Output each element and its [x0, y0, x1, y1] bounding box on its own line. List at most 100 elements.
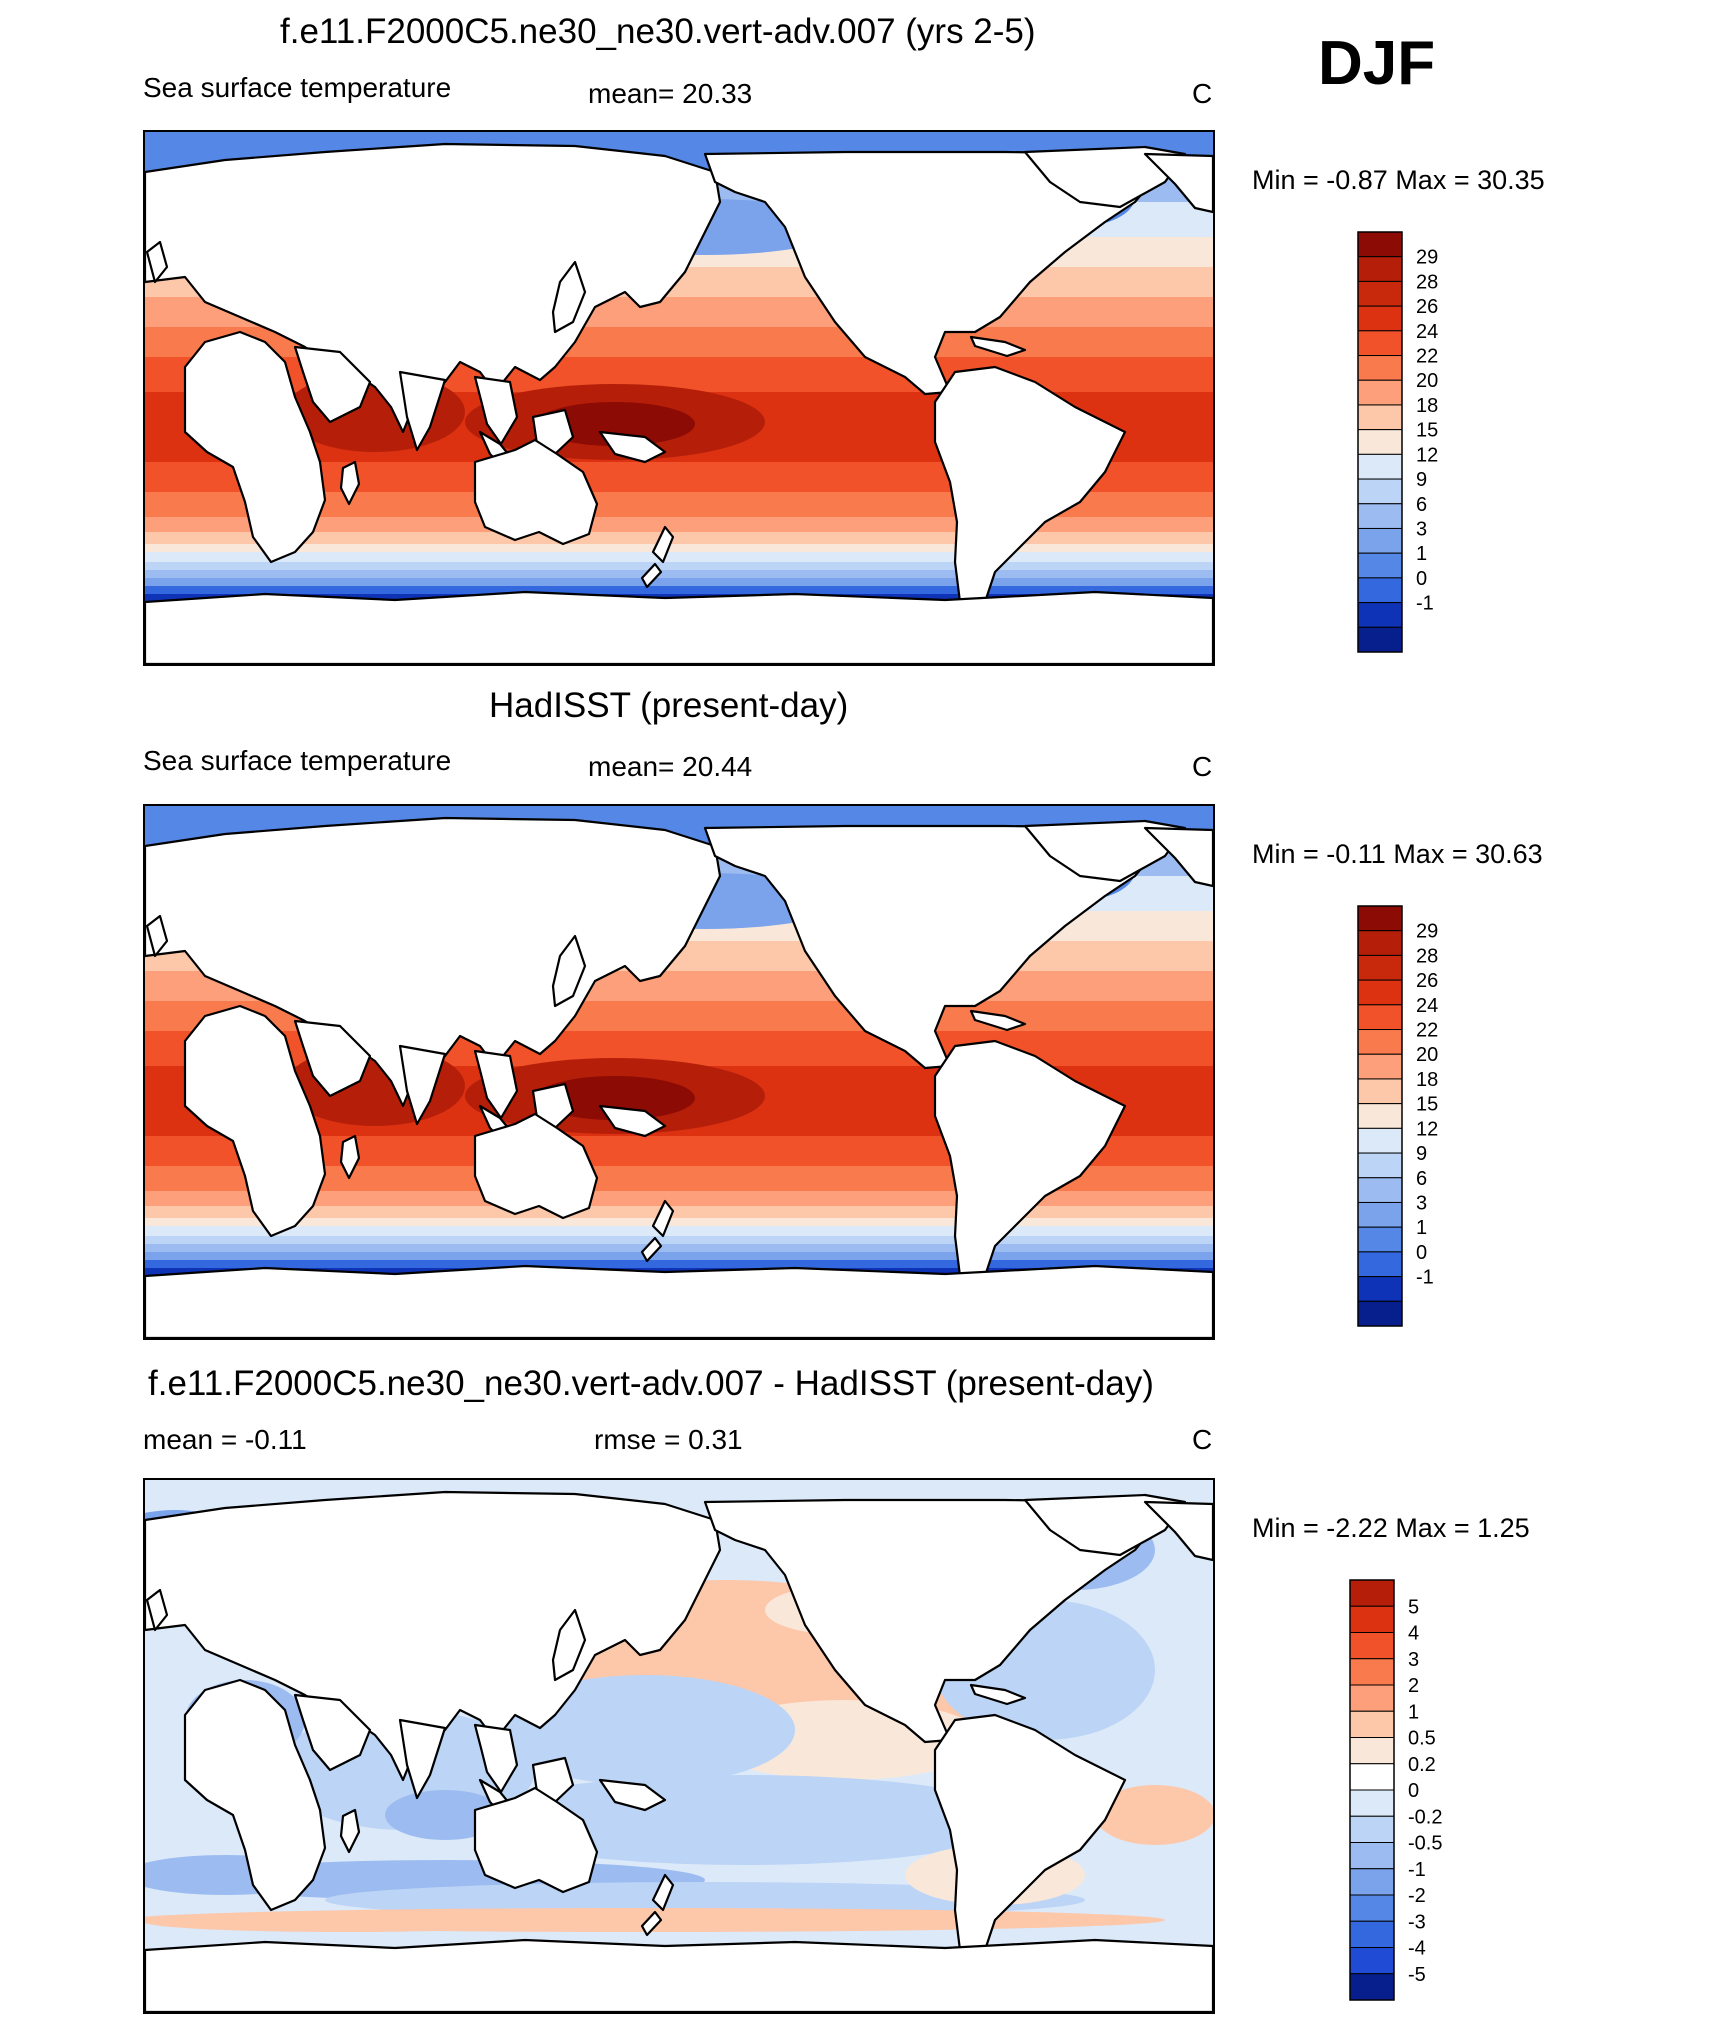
colorbar-swatch	[1349, 1763, 1395, 1791]
land-japan	[551, 260, 587, 334]
colorbar-swatch	[1357, 1152, 1403, 1179]
warm-pool-core	[535, 1076, 695, 1120]
colorbar-tick: 29	[1416, 921, 1438, 943]
map-svg	[145, 132, 1213, 664]
panel3-colorbar: 5 4 3 2 1 0.5 0.2 0 -0.2 -0.5 -1 -2 -3 -4 -5	[1349, 1579, 1460, 2015]
land-uk	[145, 240, 169, 284]
land-uk	[145, 914, 169, 958]
land-eurasia	[145, 816, 722, 1108]
colorbar-tick: -1	[1408, 1859, 1426, 1881]
colorbar-tick: 15	[1416, 1094, 1438, 1116]
land-newguinea	[598, 1104, 667, 1138]
land-borneo	[531, 408, 575, 456]
colorbar-tick: 12	[1416, 1118, 1438, 1140]
land-australia	[473, 438, 599, 546]
land-greenland	[1023, 145, 1187, 209]
colorbar-swatch	[1349, 1868, 1395, 1896]
colorbar-swatch	[1357, 602, 1403, 628]
colorbar-swatch	[1357, 1201, 1403, 1228]
colorbar-tick: 9	[1416, 469, 1427, 491]
panel1-units: C	[1192, 78, 1213, 109]
colorbar-swatch	[1349, 1632, 1395, 1660]
colorbar-tick: 1	[1416, 543, 1427, 565]
sst-band	[145, 1244, 1213, 1252]
colorbar-tick: 0	[1416, 1242, 1427, 1264]
land-antarctica	[145, 1264, 1213, 1338]
land-africa	[183, 330, 327, 564]
sst-band	[145, 586, 1213, 594]
colorbar-swatch	[1349, 1684, 1395, 1712]
panel1-minmax: Min = -0.87 Max = 30.35	[1252, 165, 1545, 195]
colorbar-swatch	[1349, 1737, 1395, 1765]
colorbar-swatch	[1357, 979, 1403, 1006]
land-caribbean	[969, 1009, 1027, 1032]
colorbar-swatch	[1357, 577, 1403, 604]
colorbar-frame	[1349, 1579, 1395, 2001]
colorbar-swatch	[1357, 280, 1403, 307]
diff-anomaly	[145, 1912, 545, 1932]
sst-band	[145, 1260, 1213, 1268]
panel2-minmax: Min = -0.11 Max = 30.63	[1252, 839, 1543, 869]
panel2-map	[143, 804, 1215, 1340]
land-africa	[183, 1004, 327, 1238]
colorbar-swatch	[1357, 1053, 1403, 1080]
land-uk	[145, 1588, 169, 1632]
colorbar-tick: 2	[1408, 1675, 1419, 1697]
colorbar-svg: 5 4 3 2 1 0.5 0.2 0 -0.2 -0.5 -1 -2 -3 -4 -5	[1349, 1579, 1442, 2001]
colorbar-tick: -1	[1416, 593, 1434, 615]
panel1-mean-label: mean= 20.33	[588, 78, 753, 109]
colorbar-tick: 24	[1416, 321, 1438, 343]
colorbar-tick: 3	[1416, 1192, 1427, 1214]
land-arabia	[293, 1019, 372, 1098]
colorbar-tick: 1	[1416, 1217, 1427, 1239]
colorbar-tick: -1	[1416, 1267, 1434, 1289]
land-antarctica	[145, 590, 1213, 664]
colorbar-tick: 6	[1416, 1168, 1427, 1190]
colorbar-tick: 22	[1416, 1020, 1438, 1042]
sst-band	[145, 532, 1213, 544]
colorbar-tick: 24	[1416, 995, 1438, 1017]
sst-band	[145, 544, 1213, 552]
panel1-colorbar: 29 28 26 24 22 20 18 15 12 9 6 3 1 0 -1	[1357, 231, 1468, 667]
colorbar-tick: 0	[1416, 568, 1427, 590]
colorbar-swatch	[1357, 404, 1403, 431]
land-greenland	[1023, 1493, 1187, 1557]
panel3-minmax: Min = -2.22 Max = 1.25	[1252, 1513, 1530, 1543]
panel3-rmse-label: rmse = 0.31	[594, 1424, 743, 1455]
land-australia	[473, 1112, 599, 1220]
colorbar-tick: 29	[1416, 247, 1438, 269]
colorbar-swatch	[1357, 1029, 1403, 1055]
sst-band	[145, 1236, 1213, 1244]
colorbar-tick: 4	[1408, 1623, 1419, 1645]
colorbar-tick: 20	[1416, 1044, 1438, 1066]
colorbar-swatch	[1357, 379, 1403, 406]
colorbar-swatch	[1349, 1789, 1395, 1817]
sst-band	[145, 1252, 1213, 1260]
land-africa	[183, 1678, 327, 1912]
colorbar-swatch	[1357, 1078, 1403, 1105]
panel1-map	[143, 130, 1215, 666]
colorbar-swatch	[1357, 1177, 1403, 1203]
atlantic-warm	[1095, 1081, 1213, 1131]
diff-anomaly	[1095, 1785, 1213, 1845]
sst-band	[145, 517, 1213, 532]
land-samerica	[933, 365, 1127, 604]
sst-band	[145, 1226, 1213, 1236]
land-eurasia	[145, 142, 722, 434]
colorbar-tick: -0.2	[1408, 1806, 1442, 1828]
land-arabia	[293, 1693, 372, 1772]
colorbar-tick: 12	[1416, 444, 1438, 466]
land-greenland	[1023, 819, 1187, 883]
map-svg	[145, 1480, 1213, 2012]
colorbar-swatch	[1357, 626, 1403, 653]
colorbar-swatch	[1349, 1658, 1395, 1686]
colorbar-tick: 28	[1416, 271, 1438, 293]
colorbar-frame	[1357, 905, 1403, 1327]
colorbar-tick: 3	[1416, 518, 1427, 540]
diff-anomaly	[495, 1675, 795, 1785]
colorbar-tick: 0.2	[1408, 1754, 1436, 1776]
land-arabia	[293, 345, 372, 424]
colorbar-swatch	[1357, 478, 1403, 505]
map-svg	[145, 806, 1213, 1338]
